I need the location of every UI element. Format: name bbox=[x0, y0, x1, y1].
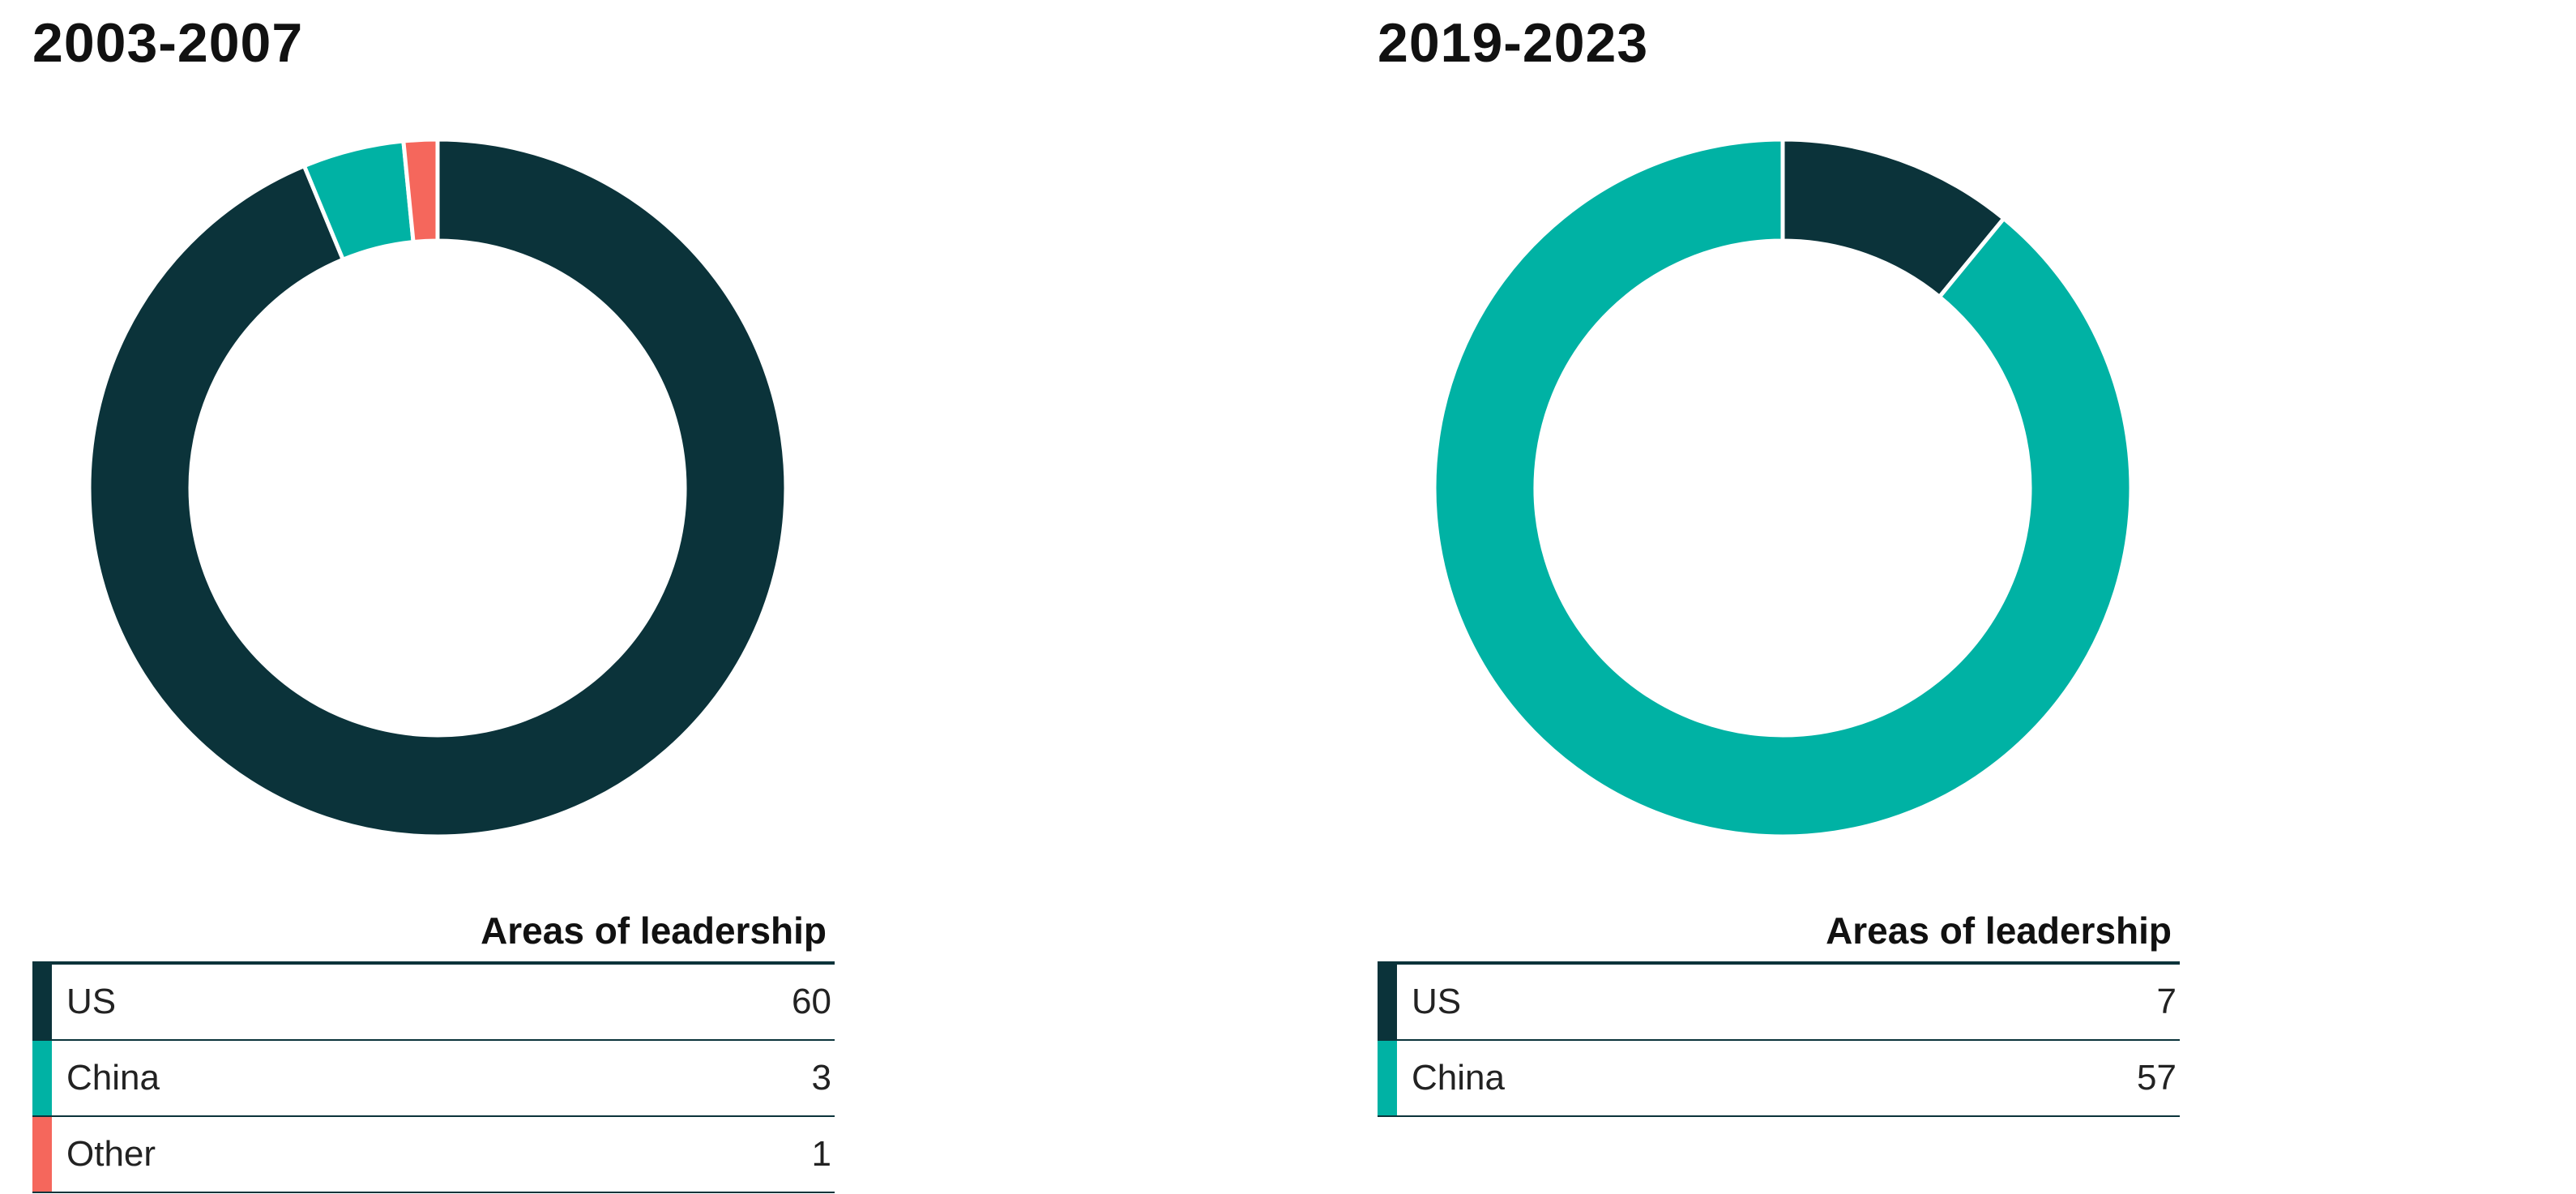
legend-row-us: US 60 bbox=[32, 965, 835, 1041]
donut-slice-other bbox=[401, 138, 440, 245]
legend-row-china: China 57 bbox=[1378, 1041, 2180, 1117]
legend-swatch bbox=[32, 1041, 52, 1115]
legend-row-china: China 3 bbox=[32, 1041, 835, 1117]
chart-title: 2019-2023 bbox=[1378, 12, 1649, 74]
donut-slice-us bbox=[88, 138, 788, 838]
legend-swatch bbox=[1378, 1041, 1397, 1115]
legend-label: US bbox=[66, 982, 117, 1021]
legend-value: 57 bbox=[2137, 1058, 2177, 1098]
legend-row-other: Other 1 bbox=[32, 1117, 835, 1193]
chart-panel-2003-2007: 2003-2007 Areas of leadership US 60 Chin… bbox=[0, 0, 1053, 1194]
chart-title: 2003-2007 bbox=[32, 12, 304, 74]
legend-value: 1 bbox=[811, 1134, 831, 1174]
legend-header: Areas of leadership bbox=[32, 900, 835, 965]
legend-value: 3 bbox=[811, 1058, 831, 1098]
legend: Areas of leadership US 7 China 57 bbox=[1378, 900, 2180, 1117]
legend-row-us: US 7 bbox=[1378, 965, 2180, 1041]
legend-label: China bbox=[1412, 1058, 1505, 1098]
legend-header: Areas of leadership bbox=[1378, 900, 2180, 965]
legend-swatch bbox=[32, 1117, 52, 1192]
donut-slice-china bbox=[1433, 138, 2133, 838]
legend: Areas of leadership US 60 China 3 Other … bbox=[32, 900, 835, 1193]
legend-swatch bbox=[1378, 965, 1397, 1039]
donut-chart bbox=[1433, 138, 2133, 838]
legend-swatch bbox=[32, 965, 52, 1039]
chart-panel-2019-2023: 2019-2023 Areas of leadership US 7 China… bbox=[1345, 0, 2399, 1194]
legend-label: US bbox=[1412, 982, 1462, 1021]
legend-label: Other bbox=[66, 1134, 156, 1174]
donut-chart bbox=[88, 138, 788, 838]
legend-label: China bbox=[66, 1058, 160, 1098]
legend-value: 60 bbox=[792, 982, 831, 1021]
legend-value: 7 bbox=[2156, 982, 2177, 1021]
